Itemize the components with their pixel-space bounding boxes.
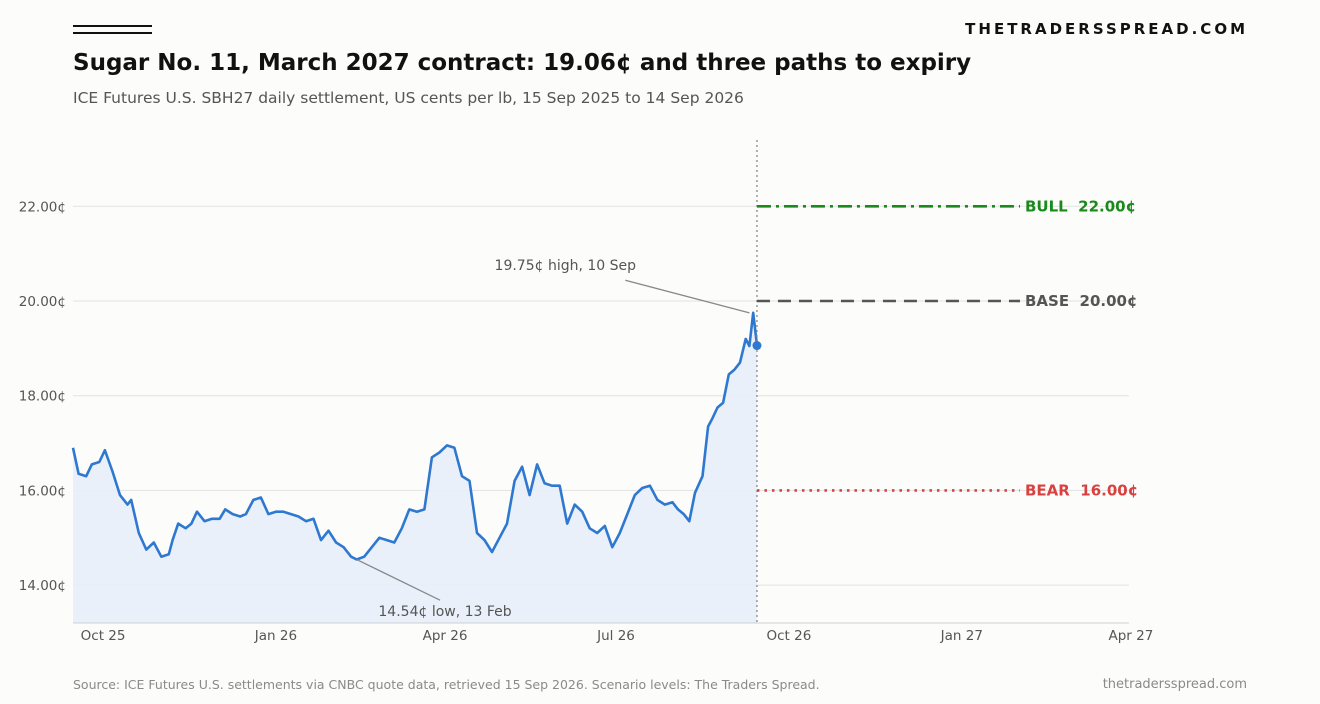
- scenario-label-bull: BULL 22.00¢: [1025, 197, 1136, 215]
- annotation-leader: [625, 279, 750, 314]
- annotation-label: 14.54¢ low, 13 Feb: [378, 604, 511, 620]
- chart-title: Sugar No. 11, March 2027 contract: 19.06…: [73, 50, 972, 76]
- footer-site: thetradersspread.com: [1102, 677, 1247, 692]
- x-tick-label: Jan 27: [940, 628, 983, 644]
- header-rule-top: [73, 25, 152, 27]
- y-tick-label: 14.00¢: [19, 578, 66, 594]
- x-tick-label: Jul 26: [596, 628, 635, 644]
- series-area: [73, 312, 757, 623]
- x-tick-label: Apr 26: [423, 628, 468, 644]
- chart-subtitle: ICE Futures U.S. SBH27 daily settlement,…: [73, 89, 744, 107]
- header-rule-bottom: [73, 32, 152, 34]
- annotation-label: 19.75¢ high, 10 Sep: [495, 258, 637, 274]
- x-tick-label: Oct 25: [81, 628, 126, 644]
- scenario-layer: BULL 22.00¢ BASE 20.00¢ BEAR 16.00¢: [756, 197, 1138, 499]
- axis-layer: 14.00¢ 16.00¢ 18.00¢ 20.00¢ 22.00¢ Oct 25 Jan …: [19, 199, 1154, 644]
- scenario-label-base: BASE 20.00¢: [1025, 292, 1137, 310]
- current-price-marker: [752, 341, 762, 351]
- x-tick-label: Jan 26: [254, 628, 297, 644]
- scenario-label-bear: BEAR 16.00¢: [1025, 481, 1138, 499]
- x-tick-label: Oct 26: [766, 628, 811, 644]
- y-tick-label: 16.00¢: [19, 483, 66, 499]
- source-note: Source: ICE Futures U.S. settlements via…: [73, 677, 820, 692]
- annotation-leader: [356, 558, 441, 601]
- y-tick-label: 20.00¢: [19, 294, 66, 310]
- series-line: [71, 311, 759, 561]
- brand-name: THETRADERSSPREAD.COM: [965, 20, 1248, 38]
- y-tick-label: 22.00¢: [19, 199, 66, 215]
- x-tick-label: Apr 27: [1108, 628, 1153, 644]
- y-tick-label: 18.00¢: [19, 389, 66, 405]
- annotation-layer: 19.75¢ high, 10 Sep 14.54¢ low, 13 Feb: [356, 258, 750, 620]
- series-layer: [71, 140, 762, 623]
